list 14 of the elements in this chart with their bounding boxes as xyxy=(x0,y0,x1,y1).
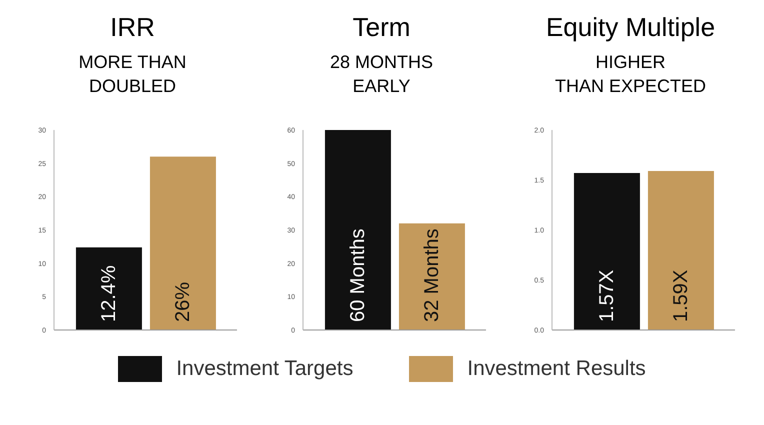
data-label: 12.4% xyxy=(98,265,120,322)
chart-title: Term xyxy=(352,12,412,44)
chart-subtitle: MORE THAN DOUBLED xyxy=(78,51,188,98)
data-label: 1.57X xyxy=(596,270,618,322)
data-label: 60 Months xyxy=(346,228,369,322)
data-label: 32 Months xyxy=(420,228,443,322)
legend-label: Investment Results xyxy=(467,357,646,381)
chart-title: IRR xyxy=(109,12,156,44)
chart-subtitle: HIGHER THAN EXPECTED xyxy=(554,51,708,98)
legend-label: Investment Targets xyxy=(176,357,354,381)
chart-subtitle: 28 MONTHS EARLY xyxy=(328,51,434,98)
data-label: 1.59X xyxy=(670,270,692,322)
data-label: 26% xyxy=(172,282,194,322)
chart-title: Equity Multiple xyxy=(544,12,716,44)
